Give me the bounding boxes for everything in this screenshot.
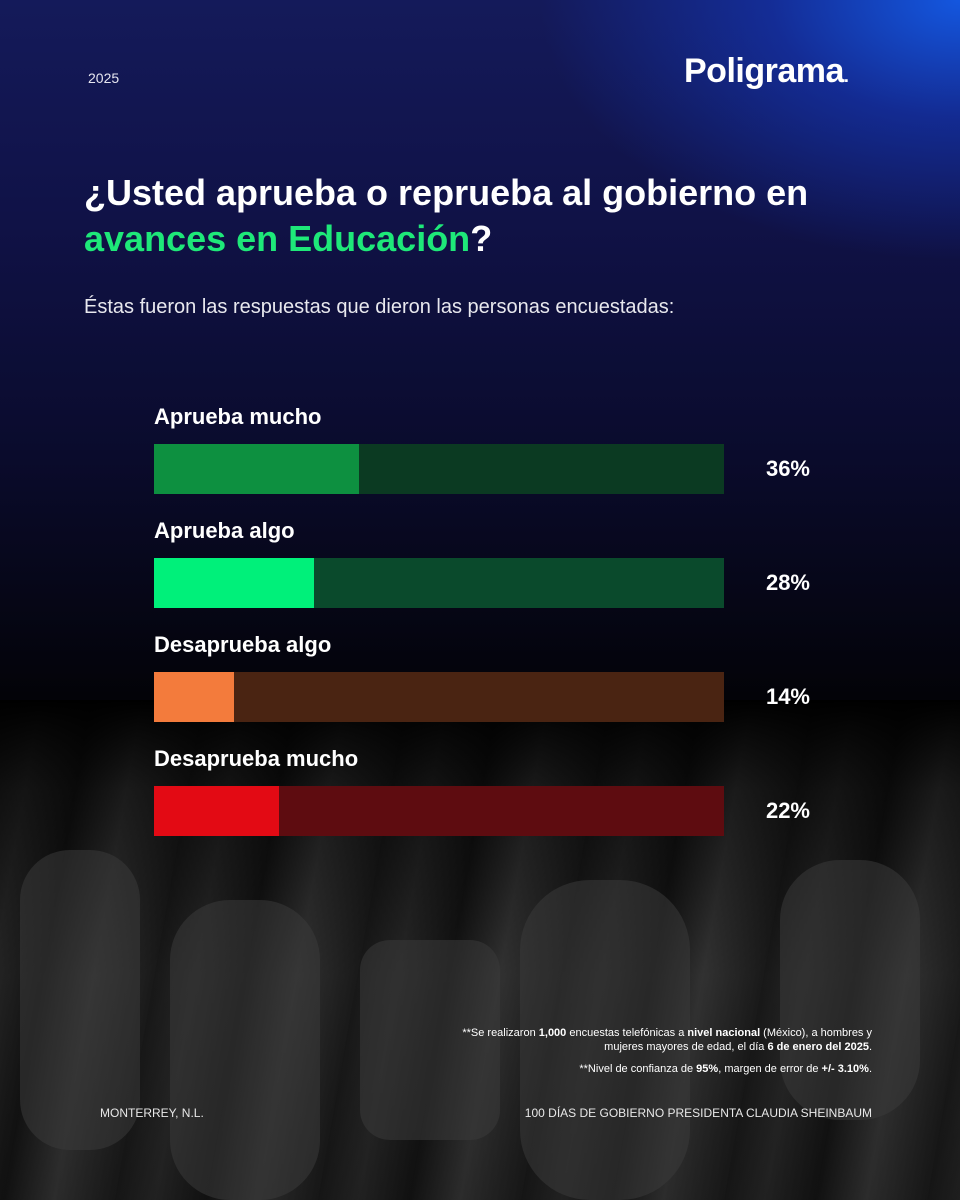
bar-aprueba-algo	[154, 558, 314, 608]
note-text: .	[868, 1041, 872, 1053]
title-line1: ¿Usted aprueba o reprueba al gobierno en	[84, 172, 809, 213]
bar-track-aprueba-mucho	[154, 444, 724, 494]
campaign-footer: 100 DÍAS DE GOBIERNO PRESIDENTA CLAUDIA …	[524, 1106, 872, 1120]
chart-question-title: ¿Usted aprueba o reprueba al gobierno en…	[84, 170, 884, 262]
title-end: ?	[470, 218, 493, 259]
methodology-note: **Se realizaron 1,000 encuestas telefóni…	[462, 1026, 872, 1054]
year-label: 2025	[88, 70, 120, 86]
confidence-note: **Nivel de confianza de 95%, margen de e…	[579, 1062, 872, 1076]
bar-aprueba-mucho	[154, 444, 359, 494]
value-label-aprueba-mucho: 36%	[765, 456, 810, 481]
note-text: **Se realizaron	[462, 1027, 539, 1039]
location-footer: MONTERREY, N.L.	[100, 1106, 204, 1120]
value-label-desaprueba-mucho: 22%	[765, 798, 810, 823]
poligrama-logo: Poligrama.	[684, 52, 849, 91]
classroom-background-photo	[0, 700, 960, 1200]
note-text: mujeres mayores de edad, el día	[604, 1041, 768, 1053]
note-bold: 6 de enero del 2025	[767, 1041, 869, 1053]
note-text: encuestas telefónicas a	[566, 1027, 688, 1039]
note-bold: +/- 3.10%	[821, 1063, 869, 1075]
note-text: .	[868, 1063, 872, 1075]
note-text: **Nivel de confianza de	[579, 1063, 697, 1075]
category-label-aprueba-mucho: Aprueba mucho	[154, 404, 322, 429]
note-text: (México), a hombres y	[760, 1027, 872, 1039]
value-label-aprueba-algo: 28%	[765, 570, 810, 595]
title-accent: avances en Educación	[84, 218, 471, 259]
bar-track-aprueba-algo	[154, 558, 724, 608]
note-bold: 95%	[696, 1063, 719, 1075]
logo-text: Poligrama	[684, 52, 844, 90]
bar-desaprueba-algo	[154, 672, 234, 722]
note-text: , margen de error de	[718, 1063, 822, 1075]
subtitle: Éstas fueron las respuestas que dieron l…	[84, 296, 675, 318]
value-label-desaprueba-algo: 14%	[765, 684, 810, 709]
bar-track-desaprueba-mucho	[154, 786, 724, 836]
category-label-desaprueba-algo: Desaprueba algo	[154, 632, 332, 657]
logo-dot: .	[843, 66, 849, 86]
bar-track-desaprueba-algo	[154, 672, 724, 722]
category-label-aprueba-algo: Aprueba algo	[154, 518, 295, 543]
bar-desaprueba-mucho	[154, 786, 279, 836]
note-bold: nivel nacional	[687, 1027, 761, 1039]
note-bold: 1,000	[538, 1027, 567, 1039]
category-label-desaprueba-mucho: Desaprueba mucho	[154, 746, 359, 771]
